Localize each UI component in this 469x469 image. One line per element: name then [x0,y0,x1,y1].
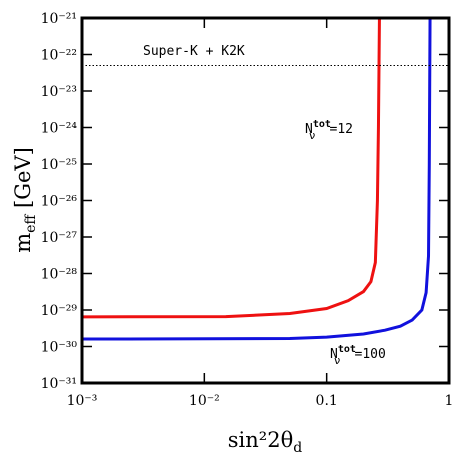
y-tick-label: 10⁻²⁵ [41,157,78,173]
x-tick-label: 1 [445,393,454,409]
annotation-sub: ν [309,129,316,142]
annotation-sup: tot [338,344,356,355]
x-tick-label: 10⁻² [189,393,220,409]
annotation-tail: =12 [330,122,353,137]
y-tick-label: 10⁻³¹ [41,376,77,392]
y-axis-label-tail: [GeV] [11,147,35,214]
annotation-sup: tot [313,119,331,130]
y-tick-label: 10⁻²⁴ [41,121,78,137]
x-axis-label: sin²2θd [228,428,302,456]
x-axis-label-sub: d [293,440,302,456]
y-axis-label: meff [GeV] [11,147,39,253]
x-tick-label: 0.1 [316,393,338,409]
y-tick-label: 10⁻²⁹ [41,303,78,319]
annotation-sub: ν [334,354,341,367]
y-tick-label: 10⁻²³ [41,84,77,100]
y-tick-label: 10⁻²⁶ [41,194,78,210]
annotation-main: N [305,122,313,137]
x-axis-label-main: sin²2θ [228,428,293,452]
y-tick-label: 10⁻²¹ [41,11,77,27]
y-axis-label-sub: eff [23,214,39,233]
y-axis-label-main: m [11,233,35,253]
annotation: Ntot ν =100 [330,344,386,367]
y-tick-label: 10⁻²² [41,48,77,64]
x-tick-label: 10⁻³ [67,393,98,409]
hline-label: Super-K + K2K [143,44,245,59]
y-tick-label: 10⁻²⁷ [41,230,78,246]
curve [81,17,432,341]
curve [81,17,381,319]
annotation: Ntot ν =12 [305,119,353,142]
y-tick-label: 10⁻²⁸ [41,267,78,283]
annotation-tail: =100 [355,347,386,362]
annotation-main: N [330,347,338,362]
y-tick-label: 10⁻³⁰ [41,340,78,356]
